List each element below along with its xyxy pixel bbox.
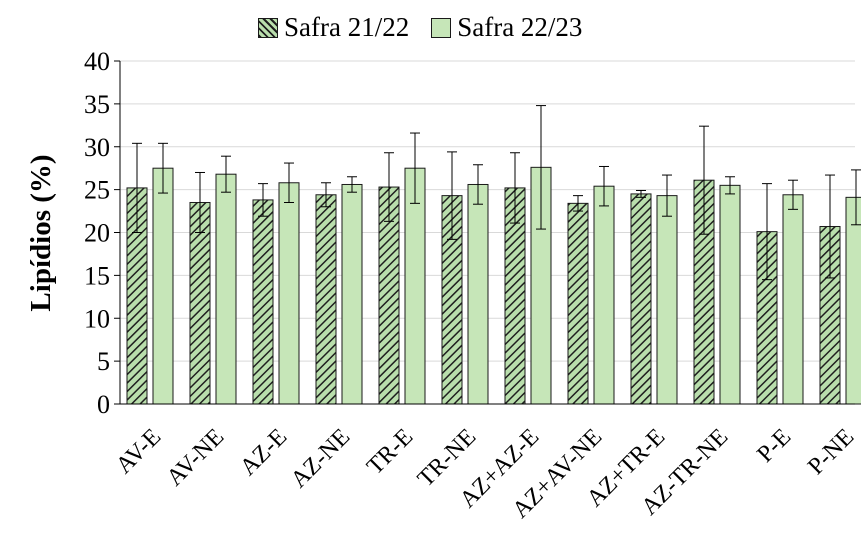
bar-safra-21-22	[252, 199, 274, 405]
x-tick-label: TR-E	[362, 424, 418, 480]
y-tick-label: 20	[84, 219, 110, 248]
x-tick-label: AZ-E	[235, 424, 292, 481]
bar-safra-22-23	[782, 194, 804, 405]
bar-safra-22-23	[215, 173, 237, 405]
bar-safra-21-22	[630, 193, 652, 405]
bar-safra-22-23	[467, 183, 489, 405]
bar-safra-22-23	[152, 167, 174, 405]
x-tick-label: AV-E	[111, 424, 166, 479]
legend-item-safra-22-23: Safra 22/23	[431, 12, 582, 43]
legend-label: Safra 22/23	[457, 12, 583, 42]
y-tick-label: 25	[84, 176, 110, 205]
y-tick-label: 10	[84, 304, 110, 333]
bar-safra-22-23	[656, 195, 678, 405]
error-bars	[132, 105, 861, 281]
y-tick-label: 15	[84, 261, 110, 290]
bar-safra-22-23	[278, 182, 300, 405]
y-axis-label: Lipídios (%)	[25, 154, 57, 311]
x-tick-label: P-NE	[803, 424, 859, 480]
bar-safra-21-22	[315, 194, 337, 405]
legend-swatch-solid	[431, 17, 452, 38]
y-tick-label: 40	[84, 47, 110, 76]
y-tick-label: 30	[84, 133, 110, 162]
bar-safra-22-23	[719, 184, 741, 405]
y-tick-label: 35	[84, 90, 110, 119]
x-tick-label: P-E	[752, 424, 796, 468]
y-tick-label: 5	[97, 347, 110, 376]
x-tick-label: AV-NE	[162, 424, 229, 491]
legend-label: Safra 21/22	[284, 12, 410, 42]
x-tick-label: AZ-NE	[286, 424, 355, 493]
bar-safra-21-22	[567, 202, 589, 405]
bars	[126, 166, 861, 405]
chart-legend: Safra 21/22 Safra 22/23	[258, 12, 604, 43]
legend-item-safra-21-22: Safra 21/22	[258, 12, 409, 43]
bar-safra-22-23	[341, 183, 363, 405]
legend-swatch-hatched	[258, 17, 278, 38]
y-tick-label: 0	[97, 390, 110, 419]
bar-safra-22-23	[593, 185, 615, 405]
bar-safra-22-23	[845, 196, 861, 405]
